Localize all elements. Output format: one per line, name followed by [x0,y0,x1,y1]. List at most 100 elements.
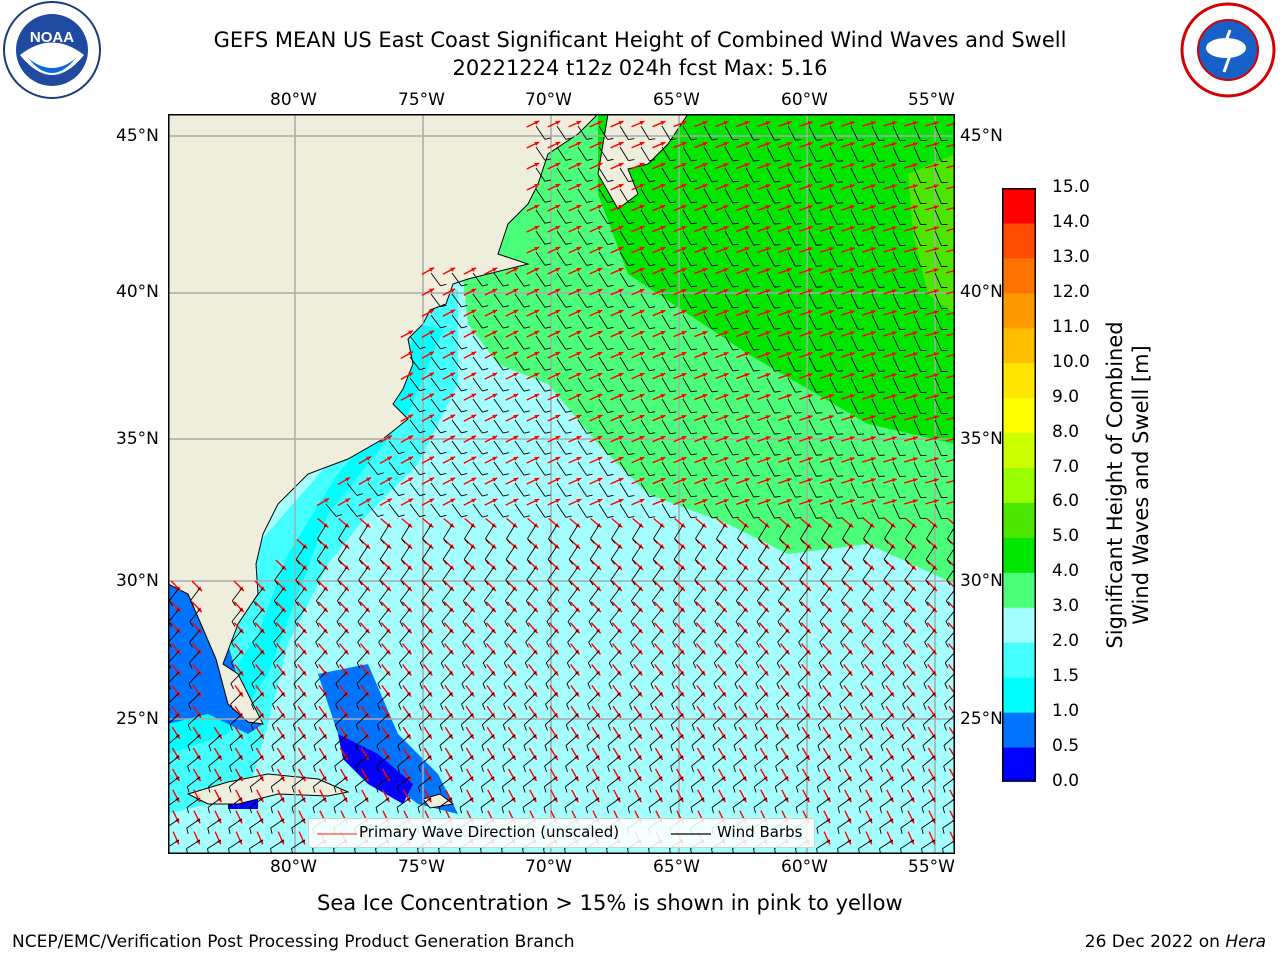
wave-direction-arrowhead [891,331,897,336]
wind-barb [346,482,358,496]
wind-barb-flag [609,600,614,607]
wind-barb [934,188,942,204]
wind-barb [189,587,201,602]
wind-barb [421,545,432,560]
wind-barb-flag [335,662,340,669]
wind-barb [682,356,692,372]
wave-direction-arrowhead [408,393,414,398]
wind-barb [924,608,936,622]
wind-barb-flag [607,410,614,413]
wind-barb-flag [795,391,802,393]
wave-direction-arrowhead [618,205,624,209]
wind-barb [577,377,588,392]
wind-barb-flag [819,621,824,627]
wind-barb [609,608,621,622]
wind-barb-flag [628,495,635,498]
wave-direction-arrowhead [912,478,918,483]
wind-barb-flag [839,683,843,690]
wave-direction-arrowhead [870,457,876,462]
wave-direction-arrowhead [597,435,603,440]
wind-barb-flag [420,600,425,607]
wind-barb [757,566,768,581]
wind-barb-flag [588,600,593,607]
wind-barb [463,545,474,560]
wind-barb [587,671,600,684]
wind-barb [883,545,894,560]
wind-barb-flag [419,430,426,434]
wind-barb-flag [649,180,656,183]
wind-barb [556,440,567,455]
wind-barb [892,503,901,519]
wind-barb [168,587,180,602]
wave-direction-arrowhead [807,436,813,441]
wave-direction-arrowhead [681,226,687,231]
wind-barb-flag [565,410,572,413]
wind-barb-flag [858,786,862,793]
wind-barb-flag [837,349,844,351]
wind-barb [799,566,810,581]
wind-barb [409,398,421,413]
wind-barb-flag [776,662,781,669]
wave-direction-arrowhead [618,457,624,461]
wind-barb-flag [692,683,696,690]
wind-barb [357,587,369,602]
wind-barb-flag [837,286,844,288]
wind-barb-flag [733,765,736,772]
lon-label-top: 80°W [270,90,317,110]
wind-barb-flag [816,286,823,288]
wind-barb-flag [796,724,800,731]
wind-barb-flag [419,493,426,497]
wind-barb [377,650,390,664]
wind-barb [892,146,901,162]
wave-direction-arrowhead [576,435,582,440]
wind-barb-flag [693,600,698,607]
wind-barb-flag [523,347,530,350]
wind-barb-flag [776,704,780,710]
wind-barb-flag [440,514,447,518]
wind-barb-flag [544,179,551,182]
wind-barb [850,272,859,288]
wind-barb-flag [438,807,441,814]
wind-barb [168,839,180,848]
colorbar-swatch [1002,257,1036,294]
wave-direction-arrowhead [513,498,519,503]
wave-direction-arrowhead [807,247,813,252]
wind-barb-flag [754,724,758,731]
wind-barb [483,587,495,602]
wave-direction-arrowhead [450,414,456,419]
wind-barb [501,797,516,808]
wind-barb [430,356,441,371]
wave-direction-arrowhead [807,226,813,231]
wind-barb [695,524,705,539]
wind-barb [334,755,348,767]
wave-direction-arrowhead [702,478,708,483]
lon-label-bottom: 60°W [781,857,828,877]
lon-label-top: 70°W [525,90,572,110]
wind-barb-flag [774,390,781,393]
wind-barb-flag [670,390,677,393]
wind-barb [756,629,768,643]
wind-barb-flag [586,158,593,161]
wind-barb [808,398,817,414]
wind-barb-flag [734,662,739,669]
wind-barb-flag [883,579,888,586]
wind-barb [850,251,859,267]
wave-direction-arrowhead [513,477,519,482]
wave-direction-arrowhead [450,435,456,440]
wind-barb [535,335,546,350]
wind-barb-flag [861,621,866,627]
wind-barb-flag [397,765,400,772]
wind-barb [808,230,817,246]
wind-barb [188,692,201,705]
wind-barb [672,629,684,643]
wind-barb [482,650,495,664]
wind-barb [724,377,734,393]
wind-barb-flag [651,641,655,648]
wind-barb-flag [377,683,381,690]
wind-barb [816,818,831,829]
wind-barb-flag [753,495,760,498]
wind-barb [766,167,775,183]
wave-direction-arrowhead [660,247,666,252]
wind-barb [724,440,734,456]
wind-barb-flag [317,538,322,544]
